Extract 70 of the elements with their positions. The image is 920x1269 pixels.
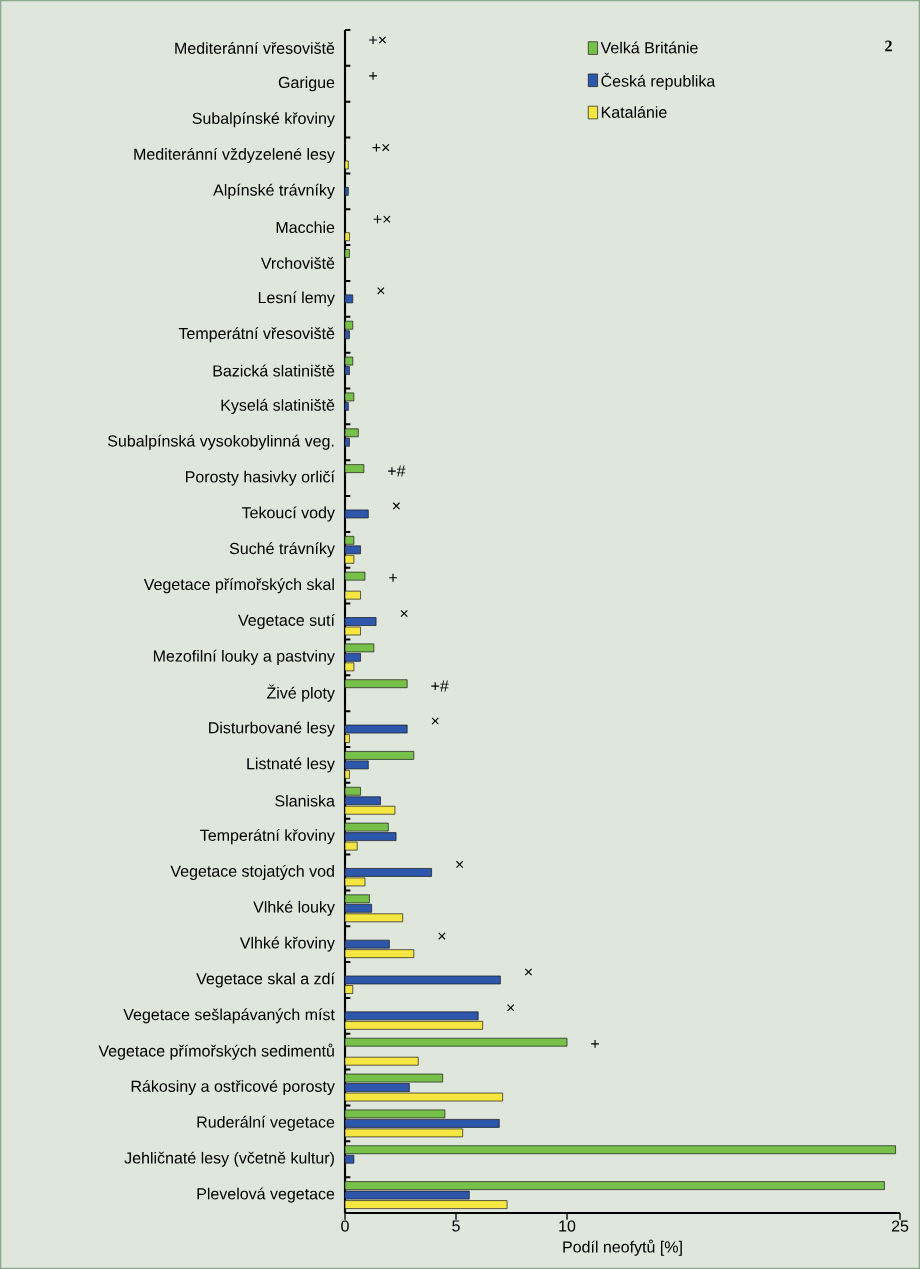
y-tick-label: Temperátní vřesoviště: [178, 327, 335, 343]
annotation: +#: [431, 680, 449, 692]
bar: [344, 464, 365, 473]
y-tick-label: Temperátní křoviny: [200, 829, 335, 845]
y-tick-label: Mediteránní vždyzelené lesy: [134, 147, 335, 164]
y-tick-label: Vegetace přímořských sedimentů: [98, 1043, 334, 1060]
legend-label: Česká republika: [601, 72, 716, 90]
y-tick-label: Garigue: [278, 76, 335, 92]
y-tick-label: Vlhké křoviny: [239, 936, 335, 952]
y-tick-label: Kyselá slatiniště: [221, 398, 335, 414]
x-tick-label: 5: [452, 1220, 460, 1232]
y-tick-label: Mediteránní vřesoviště: [175, 41, 335, 54]
x-tick-label: 25: [891, 1220, 909, 1232]
annotation: +#: [388, 465, 406, 477]
bar: [344, 679, 408, 689]
annotation: +: [369, 71, 377, 80]
bar: [344, 509, 369, 519]
y-tick-label: Mezofilní louky a pastviny: [153, 649, 335, 665]
y-tick-label: Macchie: [276, 221, 335, 234]
y-tick-label: Živé ploty: [266, 684, 335, 702]
y-tick-label: Subalpínská vysokobylinná veg.: [107, 434, 334, 450]
annotation: ×: [438, 932, 446, 940]
y-tick-label: Vegetace sutí: [238, 613, 335, 630]
annotation: ×: [400, 609, 408, 618]
y-tick-label: Suché trávníky: [229, 542, 335, 558]
annotation: +: [389, 573, 397, 582]
bar: [344, 590, 361, 600]
y-tick-label: Alpínské trávníky: [213, 183, 335, 199]
y-tick-label: Ruderální vegetace: [197, 1115, 335, 1131]
legend-label: Velká Británie: [600, 41, 698, 54]
annotation: +×: [372, 143, 390, 152]
y-tick-label: Lesní lemy: [258, 291, 335, 307]
bar: [344, 571, 366, 581]
annotation: ×: [431, 717, 439, 725]
y-tick-label: Vegetace sešlapávaných míst: [123, 1008, 335, 1024]
annotation: ×: [524, 968, 533, 976]
y-tick-label: Vegetace přímořských skal: [143, 578, 334, 594]
annotation: ×: [377, 287, 385, 295]
y-tick-label: Plevelová vegetace: [197, 1187, 335, 1203]
bar: [344, 1037, 568, 1047]
y-tick-label: Disturbované lesy: [209, 721, 335, 737]
y-tick-label: Jehličnaté lesy (včetně kultur): [124, 1151, 334, 1167]
y-tick-label: Porosty hasivky orličí: [186, 470, 335, 486]
bar: [344, 1056, 419, 1066]
annotation: +×: [369, 36, 386, 44]
x-tick-label: 0: [341, 1220, 349, 1232]
x-axis-title: Podíl neofytů [%]: [563, 1239, 682, 1256]
annotation: 2: [885, 40, 892, 52]
annotation: +: [591, 1039, 599, 1048]
legend-label: Katalánie: [601, 105, 667, 118]
y-tick-label: Bazická slatiniště: [213, 364, 335, 377]
y-tick-label: Slaniska: [275, 794, 335, 807]
y-tick-label: Rákosiny a ostřicové porosty: [131, 1080, 335, 1096]
y-tick-label: Vegetace skal a zdí: [196, 972, 335, 988]
annotation: ×: [507, 1004, 515, 1012]
bar: [344, 249, 350, 258]
bar: [344, 232, 350, 241]
y-tick-label: Vegetace stojatých vod: [170, 864, 334, 881]
y-tick-label: Vlhké louky: [253, 900, 335, 916]
y-tick-label: Subalpínské křoviny: [192, 112, 335, 128]
bar: [344, 160, 349, 170]
bar: [344, 186, 349, 196]
y-tick-label: Tekoucí vody: [241, 506, 335, 522]
annotation: ×: [392, 502, 400, 510]
y-tick-label: Vrchoviště: [260, 257, 335, 269]
x-tick-label: 10: [559, 1220, 576, 1232]
annotation: ×: [456, 860, 464, 868]
bar: [344, 294, 354, 304]
annotation: +×: [373, 215, 391, 224]
y-tick-label: Listnaté lesy: [247, 757, 335, 773]
